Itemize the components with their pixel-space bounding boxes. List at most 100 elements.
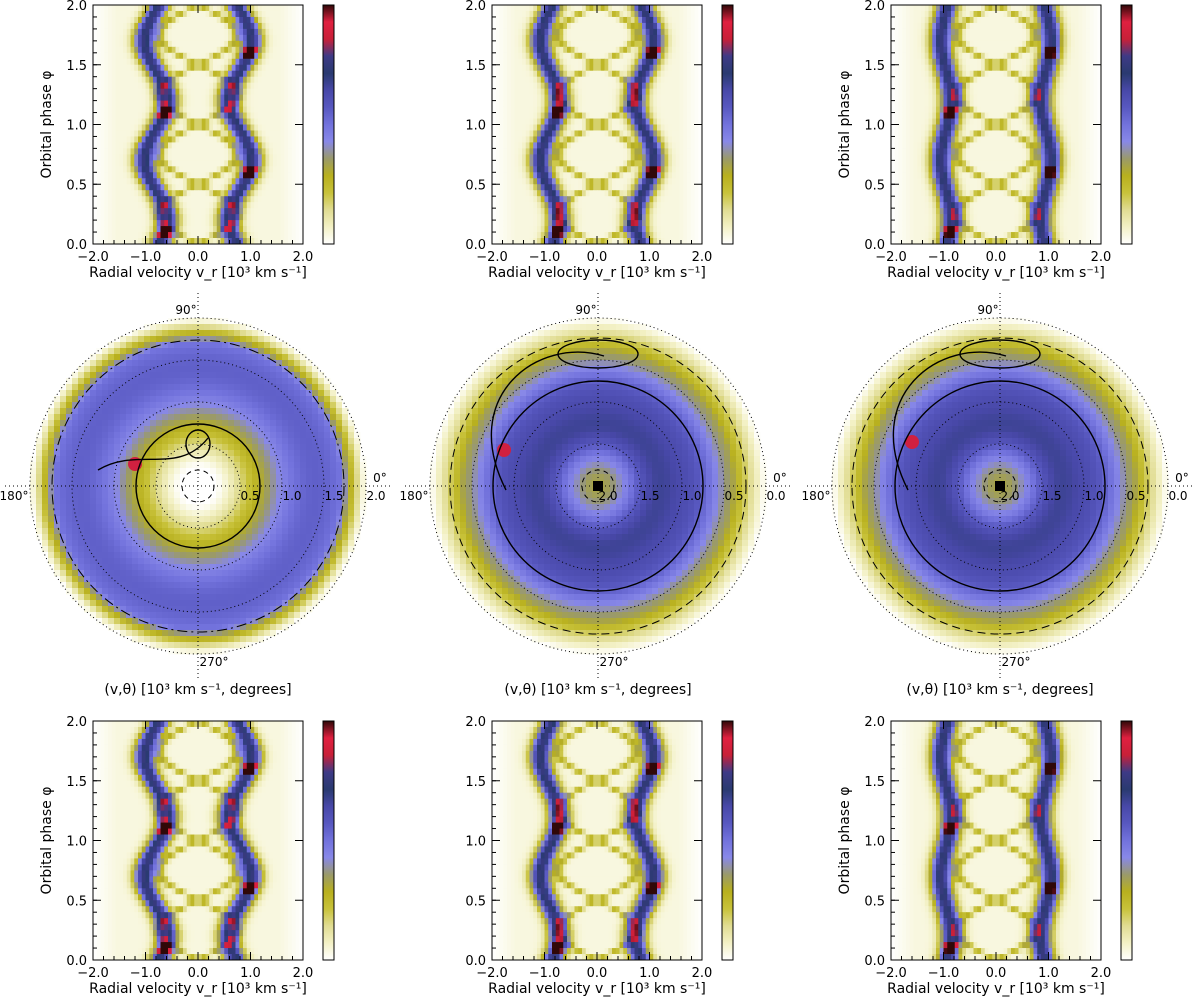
x-axis-label: (v,θ) [10³ km s⁻¹, degrees] [504, 682, 691, 698]
x-tick-label: 1.0 [639, 250, 660, 265]
x-tick-label: −2.0 [77, 250, 109, 265]
y-tick-label: 0.0 [465, 954, 486, 969]
y-tick-label: 0.0 [864, 238, 885, 253]
x-axis-label: (v,θ) [10³ km s⁻¹, degrees] [104, 682, 291, 698]
radial-tick-label: 1.5 [640, 489, 659, 503]
angle-0-label: 0° [373, 471, 387, 485]
y-tick-label: 2.0 [465, 715, 486, 730]
x-tick-label: 0.0 [587, 966, 608, 981]
x-tick-label: 0.0 [587, 250, 608, 265]
angle-0-label: 0° [773, 471, 787, 485]
y-tick-label: 1.0 [864, 119, 885, 134]
angle-90-label: 90° [175, 303, 196, 317]
y-tick-label: 0.5 [465, 178, 486, 193]
colorbar [721, 4, 734, 245]
x-tick-label: −2.0 [875, 966, 907, 981]
tomogram-3: 2.0 1.5 1.0 0.5 0.0 90° 0° 180° 270° (v,θ) [10³ k… [802, 293, 1193, 698]
x-tick-label: 2.0 [692, 250, 713, 265]
y-tick-label: 2.0 [66, 0, 87, 14]
x-tick-label: 0.0 [986, 966, 1007, 981]
x-tick-label: 2.0 [293, 966, 314, 981]
x-tick-label: −1.0 [928, 250, 960, 265]
x-axis-label: Radial velocity v_r [10³ km s⁻¹] [887, 981, 1105, 997]
ballistic-stream [97, 437, 209, 471]
y-tick-label: 1.0 [864, 835, 885, 850]
y-tick-label: 1.5 [465, 59, 486, 74]
y-axis-label: Orbital phase φ [837, 787, 853, 895]
y-tick-label: 0.5 [66, 178, 87, 193]
y-tick-label: 0.0 [66, 954, 87, 969]
secondary-lobe [185, 429, 211, 459]
angle-0-label: 0° [1175, 471, 1189, 485]
y-axis-label: Orbital phase φ [39, 787, 55, 895]
white-dwarf-marker [995, 481, 1005, 491]
x-tick-label: 1.0 [1038, 966, 1059, 981]
velocity-circle [155, 443, 241, 529]
angle-90-label: 90° [575, 303, 596, 317]
radial-tick-label: 1.5 [1042, 489, 1061, 503]
x-tick-label: −2.0 [476, 250, 508, 265]
y-tick-label: 1.5 [66, 775, 87, 790]
velocity-circle [71, 359, 325, 613]
x-tick-label: 1.0 [240, 250, 261, 265]
trail-heatmap [891, 721, 1102, 961]
y-tick-label: 2.0 [465, 0, 486, 14]
angle-180-label: 180° [0, 489, 28, 503]
y-tick-label: 2.0 [864, 715, 885, 730]
y-tick-label: 2.0 [66, 715, 87, 730]
velocity-circle [957, 443, 1043, 529]
solid-circle [135, 423, 261, 549]
velocity-circle [471, 359, 725, 613]
angle-270-label: 270° [200, 655, 229, 669]
x-tick-label: −1.0 [130, 250, 162, 265]
velocity-circle [555, 443, 641, 529]
solid-circle [492, 380, 704, 592]
y-tick-label: 0.0 [465, 238, 486, 253]
y-tick-label: 1.5 [864, 775, 885, 790]
x-tick-label: 1.0 [639, 966, 660, 981]
y-axis-label: Orbital phase φ [837, 71, 853, 179]
y-tick-label: 0.5 [465, 894, 486, 909]
x-tick-label: 1.0 [1038, 250, 1059, 265]
radial-tick-label: 1.0 [1084, 489, 1103, 503]
x-tick-label: −1.0 [130, 966, 162, 981]
trail-heatmap [891, 5, 1102, 245]
tomogram-1: 0.5 1.0 1.5 2.0 90° 0° 180° 270° (v,θ) [10³ km s… [0, 293, 391, 698]
velocity-circle [873, 359, 1127, 613]
colorbar [322, 720, 335, 961]
y-tick-label: 1.0 [66, 119, 87, 134]
x-tick-label: 2.0 [293, 250, 314, 265]
radial-tick-label: 0.5 [724, 489, 743, 503]
y-tick-label: 0.5 [864, 178, 885, 193]
inner-dashed-circle [581, 469, 615, 503]
radial-tick-label: 0.0 [766, 489, 785, 503]
angle-180-label: 180° [400, 489, 429, 503]
y-tick-label: 2.0 [864, 0, 885, 14]
y-tick-label: 1.5 [864, 59, 885, 74]
x-tick-label: −1.0 [529, 966, 561, 981]
x-axis-label: (v,θ) [10³ km s⁻¹, degrees] [906, 682, 1093, 698]
x-tick-label: 0.0 [986, 250, 1007, 265]
inner-dashed-circle [983, 469, 1017, 503]
x-axis-label: Radial velocity v_r [10³ km s⁻¹] [89, 265, 307, 281]
radial-tick-label: 1.0 [282, 489, 301, 503]
x-tick-label: 0.0 [188, 966, 209, 981]
dashed-circle [449, 337, 747, 635]
trail-heatmap [93, 721, 304, 961]
trail-heatmap [93, 5, 304, 245]
y-tick-label: 1.5 [465, 775, 486, 790]
dashed-circle [51, 339, 345, 633]
radial-tick-label: 0.5 [1126, 489, 1145, 503]
solid-circle [894, 380, 1106, 592]
x-tick-label: 2.0 [1091, 966, 1112, 981]
x-tick-label: 1.0 [240, 966, 261, 981]
y-axis-label: Orbital phase φ [39, 71, 55, 179]
radial-tick-label: 2.0 [1000, 489, 1019, 503]
